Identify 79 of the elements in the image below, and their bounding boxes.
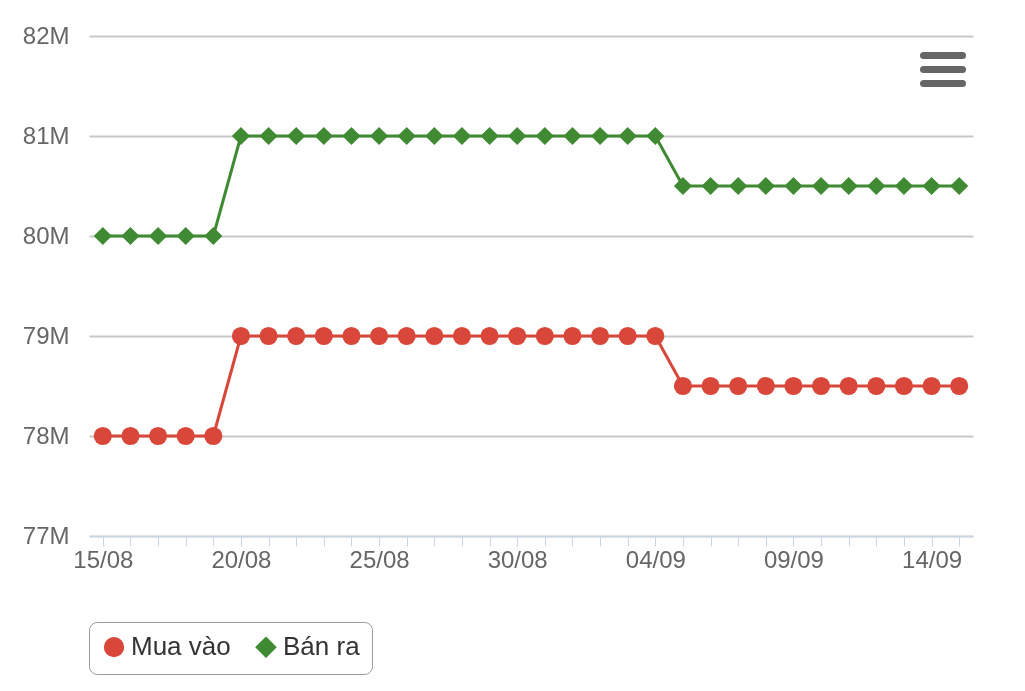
point	[342, 326, 361, 346]
point	[259, 126, 278, 146]
point	[397, 126, 416, 146]
y-tick-label: 81M	[22, 121, 70, 149]
point	[756, 176, 775, 196]
point	[535, 326, 554, 346]
point	[231, 326, 251, 346]
point	[259, 326, 278, 346]
point	[729, 176, 748, 196]
point	[452, 126, 472, 146]
point	[508, 326, 527, 346]
point	[121, 426, 140, 446]
point	[646, 126, 665, 146]
point	[176, 226, 195, 246]
point	[204, 226, 223, 246]
x-tick-label: 30/08	[487, 545, 548, 573]
point	[922, 376, 941, 396]
point	[867, 376, 886, 396]
legend-label: Bán ra	[283, 631, 361, 662]
point	[811, 376, 831, 396]
point	[673, 176, 693, 196]
point	[397, 326, 416, 346]
point	[646, 326, 665, 346]
point	[287, 326, 306, 346]
point	[618, 126, 637, 146]
point	[425, 126, 444, 146]
point	[480, 126, 499, 146]
point	[590, 326, 610, 346]
point	[729, 376, 748, 396]
point	[535, 126, 554, 146]
point	[342, 126, 361, 146]
point	[452, 326, 472, 346]
point	[314, 326, 333, 346]
point	[231, 126, 251, 146]
point	[839, 376, 858, 396]
point	[204, 426, 223, 446]
point	[93, 426, 112, 446]
point	[922, 176, 941, 196]
point	[950, 176, 969, 196]
point	[148, 226, 168, 246]
point	[894, 376, 914, 396]
point	[673, 376, 693, 396]
point	[563, 326, 582, 346]
point	[508, 126, 527, 146]
point	[369, 326, 389, 346]
y-tick-label: 79M	[22, 321, 70, 349]
x-tick-label: 09/09	[763, 545, 824, 573]
point	[784, 376, 803, 396]
point	[93, 226, 112, 246]
y-tick-label: 82M	[22, 21, 70, 49]
x-tick-label: 04/09	[625, 545, 686, 573]
point	[701, 376, 720, 396]
point	[701, 176, 720, 196]
point	[314, 126, 333, 146]
legend-label: Mua vào	[131, 631, 231, 662]
y-tick-label: 80M	[22, 221, 70, 249]
point	[618, 326, 637, 346]
point	[425, 326, 444, 346]
point	[756, 376, 775, 396]
point	[950, 376, 969, 396]
point	[894, 176, 914, 196]
point	[563, 126, 582, 146]
y-tick-label: 77M	[22, 521, 70, 549]
point	[839, 176, 858, 196]
point	[784, 176, 803, 196]
x-tick-label: 20/08	[211, 545, 272, 573]
point	[148, 426, 168, 446]
x-tick-label: 14/09	[902, 545, 963, 573]
point	[287, 126, 306, 146]
x-tick-label: 25/08	[349, 545, 410, 573]
point	[811, 176, 831, 196]
point	[121, 226, 140, 246]
x-tick-label: 15/08	[73, 545, 134, 573]
point	[867, 176, 886, 196]
point	[176, 426, 195, 446]
point	[590, 126, 610, 146]
y-tick-label: 78M	[22, 421, 70, 449]
point	[369, 126, 389, 146]
point	[480, 326, 499, 346]
